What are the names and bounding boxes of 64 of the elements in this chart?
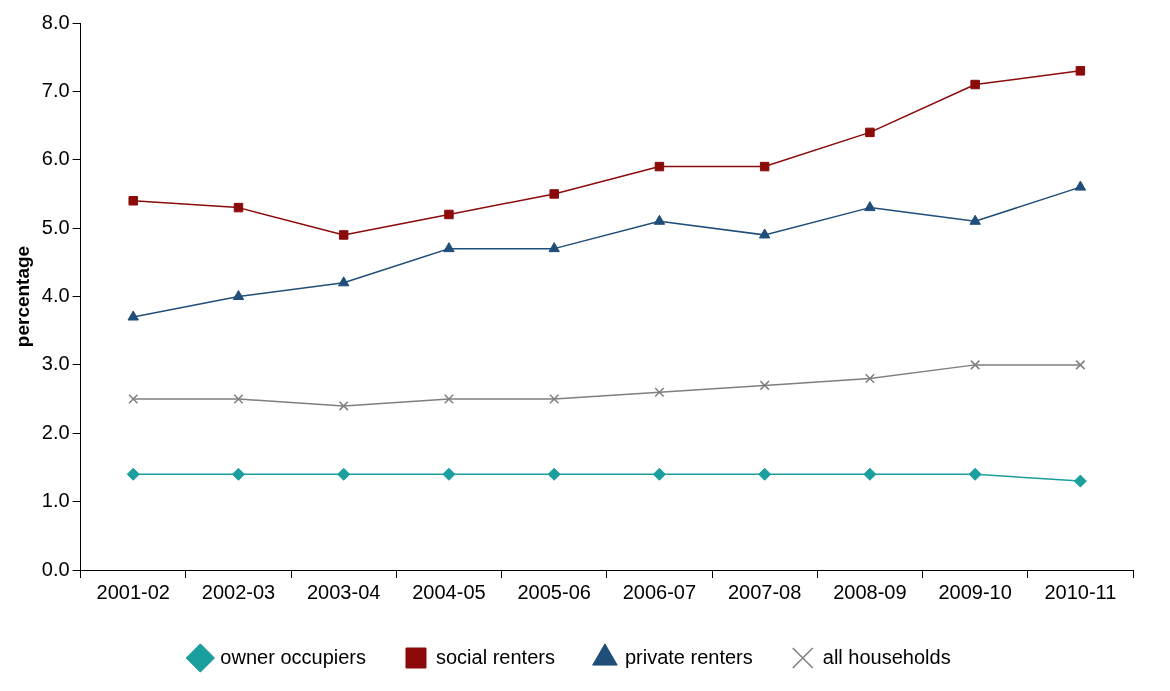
y-tick-label: 8.0 xyxy=(41,10,70,33)
point xyxy=(654,161,665,172)
x-tick-label: 2007-08 xyxy=(727,580,802,603)
point xyxy=(337,467,351,481)
x-tick-label: 2010-11 xyxy=(1044,580,1117,603)
point xyxy=(652,467,666,481)
point xyxy=(970,359,981,370)
x-tick-label: 2003-04 xyxy=(307,580,381,603)
y-tick-label: 5.0 xyxy=(41,215,70,238)
x-tick-label: 2002-03 xyxy=(201,580,276,603)
x-tick-label: 2008-09 xyxy=(833,580,907,603)
point xyxy=(759,161,770,172)
point xyxy=(127,310,139,321)
point xyxy=(444,209,454,220)
point xyxy=(970,79,980,90)
point xyxy=(758,467,772,481)
point xyxy=(758,228,771,239)
y-tick-label: 0.0 xyxy=(41,557,70,580)
point xyxy=(1074,180,1087,191)
point xyxy=(968,467,982,481)
point xyxy=(232,290,245,300)
y-tick-label: 3.0 xyxy=(41,352,70,375)
point xyxy=(128,196,138,206)
y-tick-label: 7.0 xyxy=(41,78,70,101)
point xyxy=(863,467,877,481)
y-tick-label: 2.0 xyxy=(41,420,70,443)
point xyxy=(969,214,981,225)
point xyxy=(128,394,139,405)
point xyxy=(231,467,245,481)
legend-label: private renters xyxy=(624,645,753,668)
point xyxy=(338,230,349,240)
x-tick-label: 2006-07 xyxy=(622,580,697,603)
point xyxy=(233,202,244,213)
point xyxy=(759,380,770,391)
point xyxy=(1075,66,1086,76)
point xyxy=(126,467,140,481)
point xyxy=(1075,359,1086,370)
point xyxy=(443,242,455,253)
point xyxy=(442,467,456,481)
legend-label: all households xyxy=(822,645,951,668)
point xyxy=(233,394,244,405)
point xyxy=(338,400,349,411)
point xyxy=(547,467,561,481)
y-axis-title: percentage xyxy=(11,245,33,348)
y-tick-label: 6.0 xyxy=(41,147,70,170)
point xyxy=(865,127,875,138)
point xyxy=(549,394,560,405)
x-tick-label: 2009-10 xyxy=(938,580,1012,603)
y-tick-label: 1.0 xyxy=(41,489,70,512)
legend-label: owner occupiers xyxy=(220,645,366,668)
y-tick-label: 4.0 xyxy=(41,284,70,307)
x-tick-label: 2005-06 xyxy=(517,580,591,603)
x-tick-label: 2001-02 xyxy=(96,580,170,603)
point xyxy=(443,394,454,405)
point xyxy=(864,373,875,384)
legend-label: social renters xyxy=(435,645,555,668)
point xyxy=(1073,474,1087,488)
point xyxy=(548,242,560,253)
point xyxy=(549,189,559,199)
point xyxy=(654,387,665,398)
point xyxy=(338,276,350,287)
point xyxy=(653,214,666,225)
point xyxy=(864,201,876,212)
x-tick-label: 2004-05 xyxy=(412,580,486,603)
